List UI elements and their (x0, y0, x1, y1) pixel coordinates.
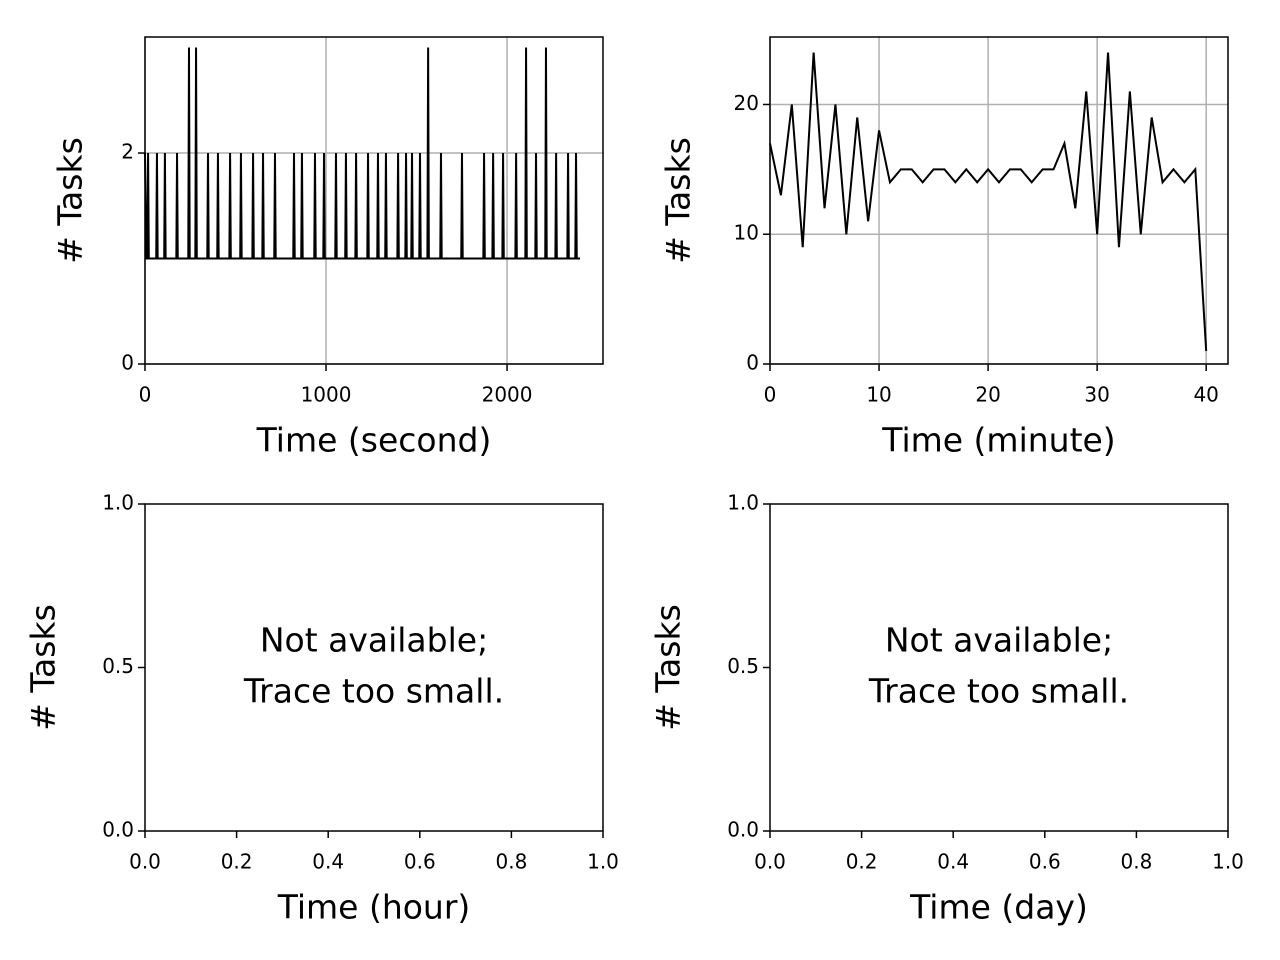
axes-frame (144, 36, 604, 365)
subplot: 0 10 20 30 40 0 10 20 Time (minute) # Tasks (659, 36, 1229, 460)
x-tick-label: 0.4 (312, 850, 344, 874)
y-tick-label: 1.0 (727, 491, 759, 515)
y-tick-label: 10 (734, 221, 759, 245)
axes-frame (144, 503, 604, 832)
x-axis-label: Time (hour) (277, 888, 471, 927)
x-tick-label: 1000 (301, 383, 352, 407)
x-tick-label: 10 (866, 383, 891, 407)
y-tick-label: 20 (734, 91, 759, 115)
y-axis-label: # Tasks (24, 604, 63, 731)
x-axis-label: Time (day) (909, 888, 1088, 927)
x-tick-label: 0.6 (404, 850, 436, 874)
x-tick-label: 0.8 (1120, 850, 1152, 874)
y-tick-label: 0 (121, 351, 134, 375)
y-axis-label: # Tasks (649, 604, 688, 731)
y-tick-label: 0 (746, 351, 759, 375)
data-line (144, 47, 581, 260)
x-tick-label: 20 (975, 383, 1000, 407)
axes-frame (769, 36, 1229, 365)
x-tick-label: 0.2 (846, 850, 878, 874)
x-tick-label: 0.2 (221, 850, 253, 874)
subplot: 0 1000 2000 0 2 Time (second) # Tasks (51, 36, 604, 460)
subplot: 0.0 0.2 0.4 0.6 0.8 1.0 0.0 0.5 1.0 Time (hour) # … (24, 491, 619, 927)
y-tick-label: 2 (121, 140, 134, 164)
x-tick-label: 0.4 (937, 850, 969, 874)
x-axis-label: Time (minute) (881, 421, 1115, 460)
y-tick-label: 0.0 (727, 818, 759, 842)
x-tick-label: 0 (764, 383, 777, 407)
x-tick-label: 0.8 (495, 850, 527, 874)
y-tick-label: 0.5 (102, 654, 134, 678)
x-tick-label: 0 (139, 383, 152, 407)
axes-frame (769, 503, 1229, 832)
annotation: Trace too small. (868, 672, 1129, 711)
x-tick-label: 0.6 (1029, 850, 1061, 874)
x-tick-label: 40 (1193, 383, 1218, 407)
annotation: Not available; (260, 621, 488, 660)
y-axis-label: # Tasks (51, 137, 90, 264)
annotation: Trace too small. (243, 672, 504, 711)
x-tick-label: 30 (1084, 383, 1109, 407)
y-tick-label: 0.5 (727, 654, 759, 678)
data-line (769, 52, 1208, 352)
y-axis-label: # Tasks (659, 137, 698, 264)
x-tick-label: 0.0 (129, 850, 161, 874)
y-tick-label: 0.0 (102, 818, 134, 842)
x-axis-label: Time (second) (256, 421, 492, 460)
x-tick-label: 1.0 (587, 850, 619, 874)
subplot: 0.0 0.2 0.4 0.6 0.8 1.0 0.0 0.5 1.0 Time (day) # T… (649, 491, 1244, 927)
x-tick-label: 1.0 (1212, 850, 1244, 874)
x-tick-label: 2000 (482, 383, 533, 407)
x-tick-label: 0.0 (754, 850, 786, 874)
annotation: Not available; (885, 621, 1113, 660)
y-tick-label: 1.0 (102, 491, 134, 515)
